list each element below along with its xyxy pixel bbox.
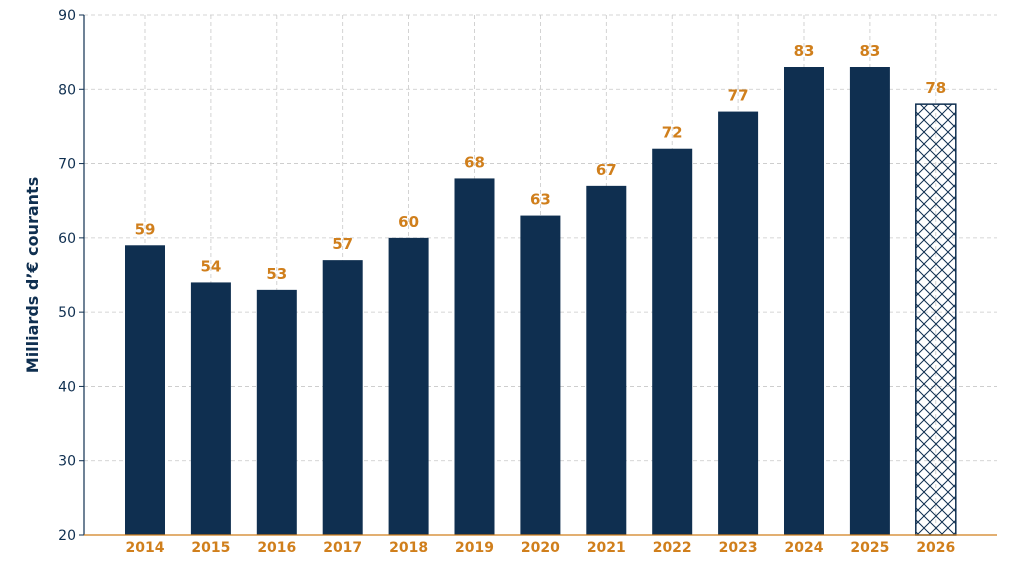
x-tick-label-2023: 2023	[719, 540, 758, 556]
bar-2025	[849, 67, 890, 535]
data-label-2021: 67	[596, 161, 617, 179]
data-label-2018: 60	[398, 213, 419, 231]
bar-2026	[915, 103, 957, 536]
y-tick-label: 80	[58, 82, 76, 98]
x-tick-label-2020: 2020	[521, 540, 560, 556]
axes: 20 30 40 50 60 70 80 90 2014 2015 2016 2017 2018 2019…	[58, 8, 997, 556]
y-tick-label: 50	[58, 305, 76, 321]
x-tick-label-2021: 2021	[587, 540, 626, 556]
x-tick-label-2024: 2024	[785, 540, 824, 556]
x-tick-label-2017: 2017	[323, 540, 362, 556]
x-tick-label-2022: 2022	[653, 540, 692, 556]
data-label-2016: 53	[266, 265, 287, 283]
bar-2019	[454, 178, 495, 535]
bars	[125, 67, 957, 536]
x-tick-label-2025: 2025	[850, 540, 889, 556]
bar-2017	[322, 260, 363, 535]
data-label-2025: 83	[859, 42, 880, 60]
bar-2018	[388, 237, 429, 535]
data-labels: 59 54 53 57 60 68 63 67 72 77 83 83 78	[135, 42, 947, 283]
data-label-2019: 68	[464, 153, 485, 171]
data-label-2026: 78	[925, 79, 946, 97]
y-tick-label: 30	[58, 454, 76, 470]
data-label-2015: 54	[200, 257, 221, 275]
bar-2021	[586, 185, 627, 535]
y-tick-label: 20	[58, 528, 76, 544]
x-tick-label-2016: 2016	[257, 540, 296, 556]
data-label-2023: 77	[728, 87, 749, 105]
data-label-2020: 63	[530, 191, 551, 209]
bar-2016	[256, 289, 297, 535]
bar-2024	[784, 67, 824, 535]
bar-2014	[125, 245, 165, 536]
bar-2015	[190, 282, 231, 535]
y-tick-label: 90	[58, 8, 76, 24]
data-label-2024: 83	[794, 42, 815, 60]
y-tick-label: 70	[58, 157, 76, 173]
y-tick-label: 40	[58, 379, 76, 395]
data-label-2014: 59	[135, 220, 156, 238]
y-tick-label: 60	[58, 231, 76, 247]
data-label-2022: 72	[662, 124, 683, 142]
x-tick-label-2019: 2019	[455, 540, 494, 556]
x-tick-label-2018: 2018	[389, 540, 428, 556]
x-tick-label-2015: 2015	[191, 540, 230, 556]
bar-2022	[652, 148, 693, 535]
bar-2023	[718, 111, 759, 536]
data-label-2017: 57	[332, 235, 353, 253]
bar-2020	[520, 215, 561, 536]
x-tick-label-2026: 2026	[916, 540, 955, 556]
y-axis-label: Milliards d’€ courants	[23, 177, 42, 373]
x-tick-label-2014: 2014	[126, 540, 165, 556]
